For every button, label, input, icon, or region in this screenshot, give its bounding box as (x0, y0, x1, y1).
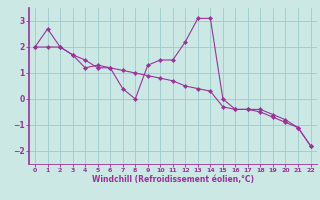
X-axis label: Windchill (Refroidissement éolien,°C): Windchill (Refroidissement éolien,°C) (92, 175, 254, 184)
